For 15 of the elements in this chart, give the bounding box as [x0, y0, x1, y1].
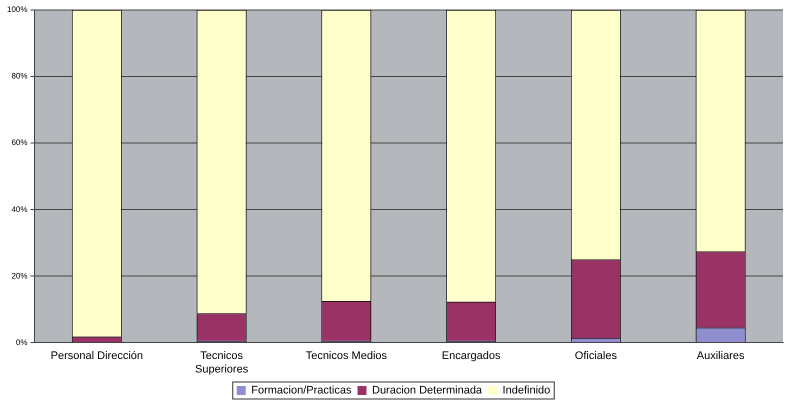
y-tick-label: 40%: [11, 204, 28, 214]
y-tick-label: 0%: [16, 338, 28, 347]
y-tick-label: 20%: [11, 271, 28, 280]
legend-label: Duracion Determinada: [372, 384, 483, 397]
y-tick-label: 60%: [11, 138, 28, 148]
x-tick-label: Auxiliares: [696, 350, 745, 362]
x-tick-label: Oficiales: [574, 350, 618, 362]
y-tick-label: 100%: [6, 5, 28, 14]
x-tick-label: Encargados: [442, 350, 501, 362]
x-tick-label: Tecnicos Superiores: [194, 350, 249, 376]
legend-label: Formacion/Practicas: [251, 384, 352, 397]
x-tick-label: Tecnicos Medios: [306, 350, 388, 362]
x-tick-label: Personal Dirección: [50, 350, 144, 362]
y-tick-label: 80%: [11, 72, 28, 81]
legend-label: Indefinido: [502, 384, 550, 397]
